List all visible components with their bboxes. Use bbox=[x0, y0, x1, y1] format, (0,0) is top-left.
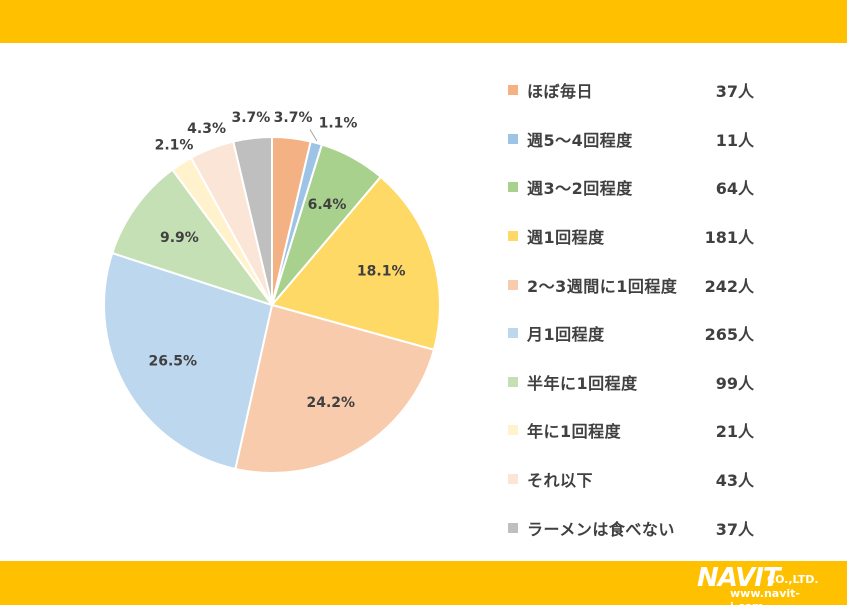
legend-swatch bbox=[508, 231, 518, 242]
legend-item: それ以下 43人 bbox=[508, 455, 838, 504]
legend-item: 週5～4回程度 11人 bbox=[508, 115, 838, 164]
pie-slice bbox=[110, 168, 275, 307]
slice-label: 1.1% bbox=[319, 116, 358, 132]
legend-swatch bbox=[508, 182, 518, 193]
legend-item: ほぼ毎日 37人 bbox=[508, 66, 838, 115]
legend-swatch bbox=[508, 85, 518, 96]
legend-label: それ以下 bbox=[527, 471, 594, 491]
legend-label: 年に1回程度 bbox=[527, 422, 622, 442]
legend-count: 265人 bbox=[704, 325, 754, 345]
slice-label: 26.5% bbox=[149, 354, 198, 370]
company-logo: NAVIT CO.,LTD. www.navit-j.com bbox=[697, 563, 827, 613]
legend-count: 11人 bbox=[715, 130, 754, 150]
bottom-band bbox=[0, 561, 847, 605]
legend: ほぼ毎日 37人 週5～4回程度 11人 週3～2回程度 64人 週1回程度 1… bbox=[508, 66, 838, 552]
legend-swatch bbox=[508, 425, 518, 436]
legend-label: 週5～4回程度 bbox=[527, 130, 633, 150]
slice-label: 9.9% bbox=[160, 230, 199, 246]
legend-label: ほぼ毎日 bbox=[527, 82, 594, 102]
legend-count: 181人 bbox=[704, 228, 754, 248]
legend-item: 半年に1回程度 99人 bbox=[508, 358, 838, 407]
legend-label: 週3～2回程度 bbox=[527, 179, 633, 199]
logo-suffix: CO.,LTD. bbox=[767, 573, 819, 586]
slice-label: 3.7% bbox=[274, 110, 313, 126]
logo-brand: NAVIT bbox=[697, 563, 781, 593]
legend-swatch bbox=[508, 279, 518, 290]
pie-chart: 3.7% 1.1% 6.4% 18.1% 24.2% 26.5% 9.9% 2.1%4.3% 3… bbox=[103, 110, 441, 474]
slice-label: 2.1% bbox=[155, 138, 194, 154]
legend-count: 99人 bbox=[715, 373, 754, 393]
slice-label: 24.2% bbox=[307, 395, 356, 411]
slice-label: 18.1% bbox=[357, 263, 406, 279]
top-band bbox=[0, 0, 847, 43]
legend-item: 月1回程度 265人 bbox=[508, 309, 838, 358]
pie-slice bbox=[103, 251, 274, 471]
legend-label: 週1回程度 bbox=[527, 228, 605, 248]
legend-label: 月1回程度 bbox=[527, 325, 605, 345]
slice-label: 6.4% bbox=[308, 197, 347, 213]
slice-label: 3.7% bbox=[231, 110, 270, 126]
legend-swatch bbox=[508, 522, 518, 533]
legend-item: 週3～2回程度 64人 bbox=[508, 163, 838, 212]
legend-label: 半年に1回程度 bbox=[527, 373, 638, 393]
legend-item: 週1回程度 181人 bbox=[508, 212, 838, 261]
leader-line bbox=[309, 129, 318, 142]
legend-label: 2～3週間に1回程度 bbox=[527, 276, 678, 296]
legend-swatch bbox=[508, 328, 518, 339]
legend-item: 2～3週間に1回程度 242人 bbox=[508, 260, 838, 309]
legend-label: ラーメンは食べない bbox=[527, 519, 675, 539]
slice-label: 4.3% bbox=[187, 121, 226, 137]
pie-slice bbox=[232, 135, 273, 306]
legend-count: 242人 bbox=[704, 276, 754, 296]
legend-swatch bbox=[508, 133, 518, 144]
legend-count: 43人 bbox=[715, 471, 754, 491]
legend-count: 21人 bbox=[715, 422, 754, 442]
legend-swatch bbox=[508, 474, 518, 485]
pie-slice bbox=[234, 303, 436, 474]
legend-item: ラーメンは食べない 37人 bbox=[508, 503, 838, 552]
legend-item: 年に1回程度 21人 bbox=[508, 406, 838, 455]
legend-swatch bbox=[508, 376, 518, 387]
pie-slice bbox=[270, 175, 441, 352]
legend-count: 37人 bbox=[715, 519, 754, 539]
legend-count: 64人 bbox=[715, 179, 754, 199]
logo-url: www.navit-j.com bbox=[730, 587, 800, 613]
legend-count: 37人 bbox=[715, 82, 754, 102]
